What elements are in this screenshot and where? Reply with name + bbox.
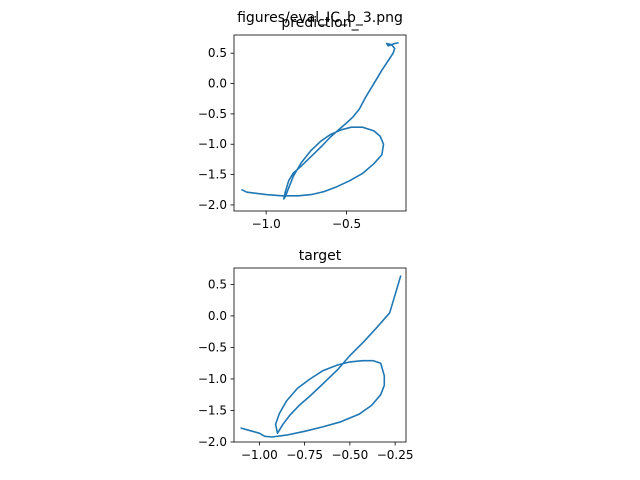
y-tick-label: −0.5	[198, 107, 227, 121]
y-tick-label: −0.5	[198, 340, 227, 354]
series-line	[241, 42, 399, 200]
x-tick-label: −1.0	[252, 217, 281, 231]
y-tick-label: 0.0	[208, 77, 227, 91]
target-panel: target −1.00 −0.75 −0.50 −0.25 0.5 0.0 −0.5 −1.0…	[198, 248, 414, 462]
x-tick-label: −0.25	[377, 448, 414, 462]
y-tick-label: 0.5	[208, 46, 227, 60]
x-tick-label: −0.50	[331, 448, 368, 462]
y-tick-label: −1.0	[198, 372, 227, 386]
y-tick-label: 0.0	[208, 309, 227, 323]
y-tick-label: −1.5	[198, 403, 227, 417]
y-tick-label: 0.5	[208, 277, 227, 291]
axes-frame	[233, 267, 407, 443]
y-tick-label: −2.0	[198, 198, 227, 212]
panel-title: prediction_	[281, 15, 359, 31]
y-tick-label: −2.0	[198, 435, 227, 449]
panel-title: target	[299, 248, 342, 264]
x-tick-label: −0.75	[286, 448, 323, 462]
y-tick-label: −1.0	[198, 137, 227, 151]
series-line	[240, 275, 402, 438]
prediction-panel: prediction_ −1.0 −0.5 0.5 0.0 −0.5 −1.0 −1.5 −2.…	[198, 15, 407, 231]
x-tick-label: −1.00	[241, 448, 278, 462]
y-tick-label: −1.5	[198, 168, 227, 182]
x-tick-label: −0.5	[332, 217, 361, 231]
figure-suptitle: figures/eval_IC_b_3.png	[237, 10, 403, 26]
axes-frame	[233, 34, 407, 212]
